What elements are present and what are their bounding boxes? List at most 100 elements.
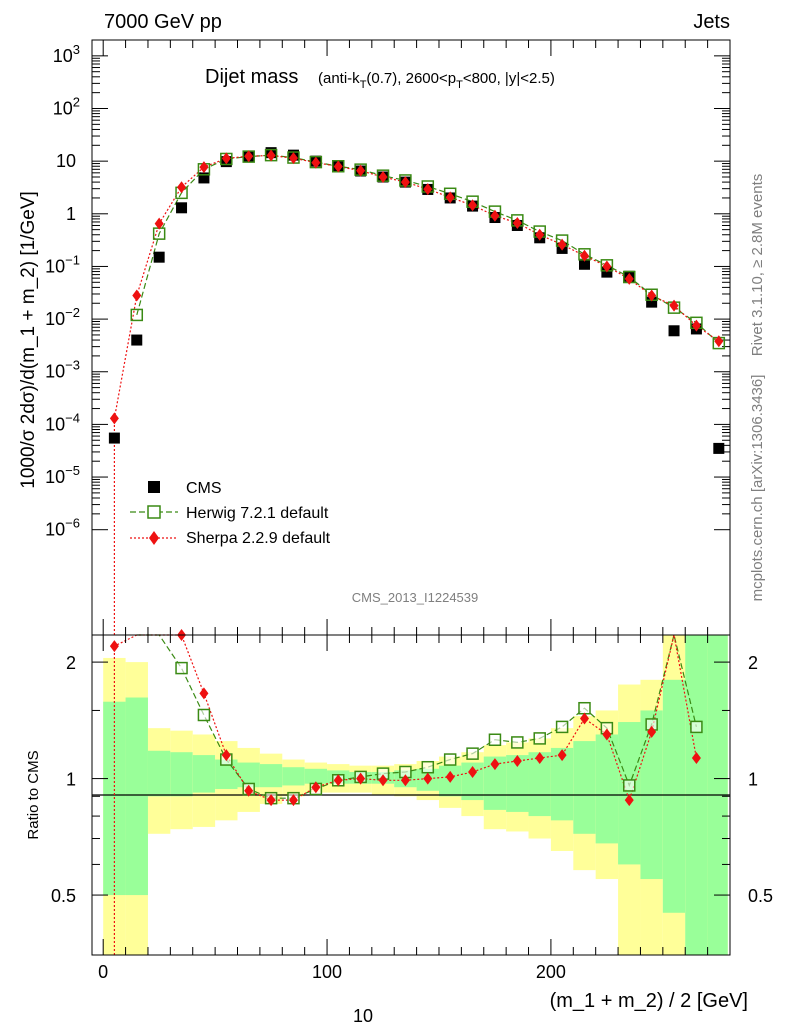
y-tick-label: 10: [56, 151, 76, 171]
y-tick-exponent: 2: [73, 94, 80, 109]
herwig-ratio-point: [623, 779, 636, 792]
y-tick-label: 1: [66, 204, 76, 224]
ratio-band-inner: [618, 722, 641, 865]
legend: CMS Herwig 7.2.1 default Sherpa 2.2.9 de…: [130, 480, 331, 547]
ratio-plot-frame: [91, 634, 731, 956]
sherpa-point: [132, 289, 142, 302]
cms-point: [131, 334, 143, 346]
ratio-band-inner: [573, 741, 596, 834]
sherpa-point: [535, 228, 545, 241]
y-axis-label: 1000/σ 2dσ)/d(m_1 + m_2) [1/GeV]: [18, 191, 39, 489]
y-tick-exponent: −6: [65, 516, 80, 531]
ratio-tick-label: 2: [66, 653, 76, 673]
sherpa-ratio-point: [378, 774, 388, 787]
herwig-ratio-point: [511, 736, 524, 749]
subtitle-sub-t2: T: [456, 79, 463, 91]
sherpa-point: [602, 260, 612, 273]
sherpa-ratio-point: [490, 758, 500, 771]
plot-title: Dijet mass: [205, 66, 298, 88]
y-tick-base: 10: [45, 256, 65, 276]
x-tick-label: 200: [536, 962, 566, 982]
x-tick-label: 100: [312, 962, 342, 982]
ratio-band-inner: [304, 768, 328, 784]
sherpa-point: [423, 183, 433, 196]
ratio-axis-ticks: 0.5 0.5 1 1 2 2: [51, 653, 773, 906]
page-number: 10: [353, 1006, 373, 1024]
ratio-band-inner: [662, 679, 686, 913]
y-tick-label: 10−3: [45, 358, 80, 382]
subtitle-part2: (0.7), 2600<p: [366, 70, 456, 87]
sherpa-ratio-point: [647, 725, 657, 738]
sherpa-line: [113, 154, 720, 635]
legend-herwig-marker: [147, 505, 161, 519]
sherpa-point: [288, 152, 298, 165]
sherpa-ratio-point: [468, 765, 478, 778]
sherpa-point: [311, 156, 321, 169]
legend-sherpa-marker: [149, 531, 159, 545]
herwig-ratio-point: [578, 701, 591, 715]
y-tick-label: 10−6: [45, 516, 80, 540]
herwig-ratio-point: [533, 732, 546, 745]
ratio-plot-panel: 0.5 0.5 1 1 2 2 0 100 200 Ratio to CMS (m_1 + m…: [25, 40, 773, 1012]
y-tick-label: 102: [53, 94, 80, 118]
ratio-band-inner: [550, 747, 574, 821]
sherpa-point: [579, 249, 589, 262]
herwig-ratio-point: [488, 733, 502, 746]
sherpa-point: [445, 191, 455, 204]
y-tick-label: 10−1: [45, 252, 80, 276]
x-tick-label: 0: [98, 962, 108, 982]
sherpa-point: [154, 217, 164, 230]
ratio-band-inner: [461, 762, 484, 801]
x-axis-ticks: 0 100 200: [98, 40, 731, 982]
sherpa-ratio-point: [624, 794, 634, 807]
x-axis-label: (m_1 + m_2) / 2 [GeV]: [550, 990, 748, 1012]
sherpa-point: [333, 160, 343, 173]
ratio-band-inner: [595, 734, 619, 844]
sherpa-ratio-point: [311, 781, 321, 794]
herwig-ratio-point: [197, 708, 211, 722]
subtitle-part3: <800, |y|<2.5): [463, 70, 555, 87]
ratio-band-inner: [259, 764, 283, 788]
herwig-point: [152, 227, 166, 240]
sherpa-point: [669, 299, 679, 312]
ratio-tick-label-right: 0.5: [748, 886, 773, 906]
sherpa-point: [266, 149, 276, 162]
cms-point: [108, 432, 120, 444]
y-tick-label: 10−4: [45, 410, 80, 434]
sherpa-point: [177, 181, 187, 194]
sherpa-ratio-point: [356, 772, 366, 785]
y-tick-label: 10−2: [45, 305, 80, 329]
y-tick-base: 10: [53, 98, 73, 118]
y-tick-base: 10: [45, 520, 65, 540]
ratio-series: [109, 629, 703, 955]
sherpa-point: [199, 161, 209, 174]
sherpa-point: [714, 335, 724, 348]
legend-cms-label: CMS: [186, 480, 222, 497]
sherpa-ratio-point: [579, 712, 589, 725]
y-tick-exponent: −4: [65, 410, 80, 425]
herwig-ratio-point: [466, 747, 479, 760]
sherpa-point: [557, 238, 567, 251]
sherpa-point: [691, 319, 701, 332]
sherpa-point: [109, 412, 119, 425]
sherpa-ratio-point: [445, 770, 455, 783]
category-label: Jets: [693, 11, 730, 33]
cms-point: [578, 258, 590, 270]
ratio-band-inner: [147, 750, 171, 797]
cms-point: [198, 172, 210, 184]
energy-label: 7000 GeV pp: [104, 11, 222, 33]
cms-point: [153, 251, 165, 263]
sherpa-point: [468, 199, 478, 212]
herwig-ratio-point: [443, 753, 457, 766]
herwig-point: [130, 308, 144, 322]
cms-point: [713, 442, 725, 454]
ratio-band-inner: [282, 767, 305, 786]
ratio-band-inner: [192, 755, 216, 793]
sherpa-ratio-line: [113, 634, 697, 955]
sherpa-ratio-point: [535, 752, 545, 765]
sherpa-point: [490, 209, 500, 222]
plot-title-main: Dijet mass: [205, 66, 298, 88]
rivet-version-label: Rivet 3.1.10, ≥ 2.8M events: [749, 174, 766, 357]
cms-point: [176, 202, 188, 214]
